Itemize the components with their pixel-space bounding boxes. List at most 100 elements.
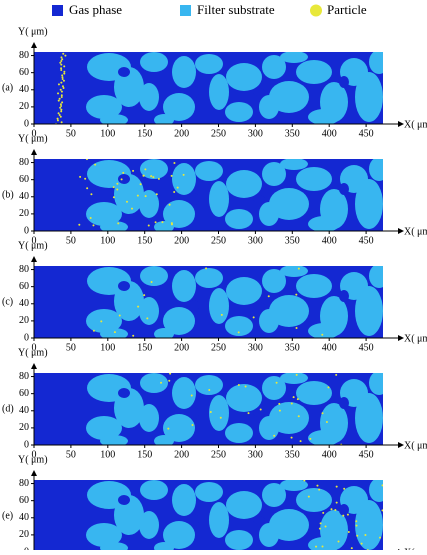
particle xyxy=(120,178,123,181)
particle xyxy=(150,175,153,178)
particle xyxy=(330,508,333,511)
x-tick-label: 300 xyxy=(248,235,263,246)
particle xyxy=(58,114,61,116)
filter-substrate xyxy=(308,323,340,338)
gas-pore xyxy=(189,407,199,419)
particle xyxy=(60,69,63,71)
x-tick-label: 450 xyxy=(359,449,374,460)
filter-substrate xyxy=(209,288,229,324)
particle xyxy=(63,72,66,75)
particle xyxy=(342,514,345,517)
gas-pore xyxy=(118,388,130,398)
particle xyxy=(297,415,300,418)
particle xyxy=(63,65,66,68)
gas-pore xyxy=(253,516,265,524)
filter-substrate xyxy=(195,161,223,181)
particle xyxy=(61,78,64,80)
filter-substrate xyxy=(209,395,229,431)
particle xyxy=(60,105,63,107)
particle xyxy=(131,207,134,210)
filter-substrate xyxy=(209,181,229,217)
filter-substrate xyxy=(259,202,279,226)
particle xyxy=(278,409,281,412)
filter-substrate xyxy=(100,435,128,445)
filter-substrate xyxy=(355,72,383,122)
particle xyxy=(56,119,59,122)
filter-substrate xyxy=(139,83,159,111)
y-tick-label: 80 xyxy=(19,264,29,275)
filter-substrate xyxy=(100,114,128,124)
x-tick-label: 50 xyxy=(66,235,76,246)
y-tick-label: 60 xyxy=(19,495,29,506)
particle xyxy=(335,485,338,488)
particle xyxy=(335,501,338,504)
filter-substrate xyxy=(296,274,332,298)
particle xyxy=(252,316,255,319)
gas-pore xyxy=(189,193,199,205)
field xyxy=(34,159,383,231)
filter-substrate xyxy=(269,402,309,434)
x-tick-label: 200 xyxy=(174,342,189,353)
filter-substrate xyxy=(86,416,122,440)
legend-label: Filter substrate xyxy=(197,2,275,17)
particle xyxy=(57,92,60,95)
particle xyxy=(259,408,262,411)
x-tick-label: 350 xyxy=(285,128,300,139)
particle xyxy=(355,520,358,523)
particle xyxy=(142,174,145,177)
filter-substrate xyxy=(269,81,309,113)
filter-substrate xyxy=(139,511,159,539)
particle xyxy=(61,74,64,77)
particle xyxy=(307,495,310,498)
particle xyxy=(299,440,302,443)
particle xyxy=(335,373,338,376)
particle xyxy=(209,411,212,414)
filter-substrate xyxy=(172,56,196,88)
gas-pore xyxy=(253,302,265,310)
gas-pore xyxy=(118,281,130,291)
filter-substrate xyxy=(209,74,229,110)
particle xyxy=(290,436,293,439)
particle xyxy=(61,101,64,104)
x-tick-label: 0 xyxy=(32,128,37,139)
gas-pore xyxy=(189,514,199,526)
filter-substrate xyxy=(163,93,195,121)
legend-swatch xyxy=(52,5,63,16)
filter-substrate xyxy=(195,54,223,74)
particle xyxy=(56,117,59,120)
x-tick-label: 300 xyxy=(248,342,263,353)
y-tick-label: 0 xyxy=(24,332,29,343)
filter-substrate xyxy=(195,482,223,502)
filter-substrate xyxy=(100,328,128,338)
particle xyxy=(62,79,65,82)
x-tick-label: 350 xyxy=(285,235,300,246)
particle xyxy=(237,383,240,386)
particle xyxy=(152,176,155,179)
particle xyxy=(60,110,63,113)
x-tick-label: 400 xyxy=(322,128,337,139)
x-axis-label: X( μm) xyxy=(404,226,427,237)
particle xyxy=(144,195,147,198)
x-tick-label: 450 xyxy=(359,128,374,139)
filter-substrate xyxy=(114,67,144,107)
particle xyxy=(208,388,211,391)
particle xyxy=(139,183,142,186)
gas-pore xyxy=(339,183,349,195)
y-tick-label: 20 xyxy=(19,422,29,433)
y-tick-label: 60 xyxy=(19,67,29,78)
y-tick-label: 80 xyxy=(19,478,29,489)
particle xyxy=(116,188,119,191)
particle xyxy=(381,509,383,512)
filter-substrate xyxy=(259,523,279,547)
particle xyxy=(60,60,63,62)
filter-substrate xyxy=(355,179,383,229)
x-tick-label: 50 xyxy=(66,128,76,139)
filter-substrate xyxy=(163,200,195,228)
x-tick-label: 250 xyxy=(211,128,226,139)
filter-substrate xyxy=(296,381,332,405)
filter-substrate xyxy=(269,295,309,327)
filter-substrate xyxy=(86,309,122,333)
filter-substrate xyxy=(86,202,122,226)
x-tick-label: 150 xyxy=(137,128,152,139)
particle xyxy=(61,58,64,61)
